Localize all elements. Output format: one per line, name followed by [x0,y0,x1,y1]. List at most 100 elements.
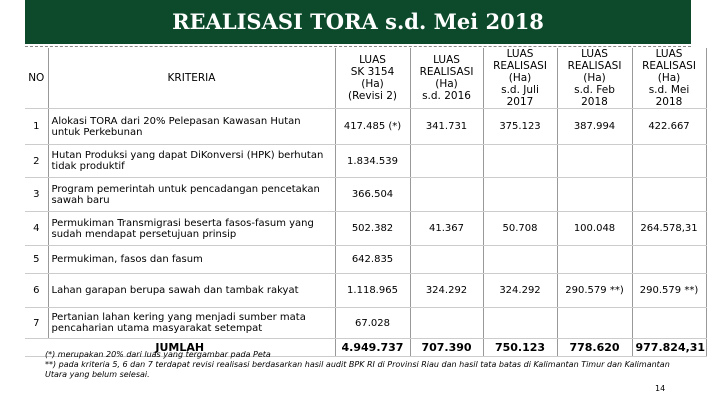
header-cell: LUAS REALISASI (Ha) s.d. Feb 2018 [557,48,633,109]
value-cell [632,144,707,178]
value-cell: 366.504 [335,177,411,212]
value-cell: 290.579 **) [557,273,633,308]
table-row: 7 Pertanian lahan kering yang menjadi sum… [25,307,707,339]
header-line: REALISASI [493,60,547,72]
total-value: 4.949.737 [335,338,411,357]
value-cell [483,144,558,178]
value-cell: 417.485 (*) [335,108,411,145]
header-line: s.d. Feb 2018 [574,84,615,108]
criteria-cell: Permukiman, fasos dan fasum [48,245,336,274]
table-row: 1 Alokasi TORA dari 20% Pelepasan Kawasan… [25,108,707,145]
value-cell [632,177,707,212]
header-line: (Ha) [508,72,532,84]
criteria-cell: Pertanian lahan kering yang menjadi sumb… [48,307,336,339]
number-cell: 5 [25,245,49,274]
value-cell: 67.028 [335,307,411,339]
value-cell: 642.835 [335,245,411,274]
value-cell [483,245,558,274]
number-cell: 7 [25,307,49,339]
header-line: LUAS [506,48,534,60]
value-cell [410,307,484,339]
header-line: KRITERIA [167,72,216,84]
footnote: **) pada kriteria 5, 6 dan 7 terdapat re… [45,360,670,379]
header-line: (Ha) [657,72,681,84]
table-row: 5 Permukiman, fasos dan fasum 642.835 [25,245,707,274]
header-line: LUAS [359,54,386,66]
value-cell: 422.667 [632,108,707,145]
table: NO KRITERIA LUAS SK 3154 (Ha) (Revisi 2) LUAS R… [25,48,707,357]
header-cell: LUAS REALISASI (Ha) s.d. Mei 2018 [632,48,707,109]
table-row: 6 Lahan garapan berupa sawah dan tambak r… [25,273,707,308]
header-line: REALISASI [419,66,474,78]
footnote: (*) merupakan 20% dari luas yang tergamb… [45,350,271,359]
criteria-cell: Hutan Produksi yang dapat DiKonversi (HP… [48,144,336,178]
header-line: (Ha) [583,72,606,84]
value-cell [557,144,633,178]
header-line: NO [28,72,45,84]
value-cell: 387.994 [557,108,633,145]
divider [25,46,691,47]
header-line: s.d. Mei 2018 [648,84,690,108]
value-cell [557,177,633,212]
value-cell [557,307,633,339]
criteria-cell: Program pemerintah untuk pencadangan pen… [48,177,336,212]
table-body: 1 Alokasi TORA dari 20% Pelepasan Kawasan… [25,108,707,357]
footnotes: (*) merupakan 20% dari luas yang tergamb… [45,350,685,380]
page-number: 14 [655,384,666,393]
value-cell [483,177,558,212]
total-value: 977.824,31 [632,338,707,357]
value-cell: 324.292 [483,273,558,308]
header-line: REALISASI [567,60,622,72]
header-line: s.d. Juli 2017 [501,84,539,108]
table-row: 2 Hutan Produksi yang dapat DiKonversi (H… [25,144,707,178]
value-cell: 41.367 [410,211,484,246]
header-cell: LUAS REALISASI (Ha) s.d. 2016 [410,48,484,109]
value-cell [632,245,707,274]
value-cell: 264.578,31 [632,211,707,246]
value-cell [632,307,707,339]
total-row: JUMLAH 4.949.737 707.390 750.123 778.620 977.… [25,338,707,357]
header-line: LUAS [433,54,460,66]
title: REALISASI TORA s.d. Mei 2018 [25,0,691,44]
header-line: s.d. 2016 [422,90,471,102]
value-cell: 50.708 [483,211,558,246]
header-row: NO KRITERIA LUAS SK 3154 (Ha) (Revisi 2) LUAS R… [25,48,707,109]
criteria-cell: Lahan garapan berupa sawah dan tambak ra… [48,273,336,308]
header-cell: KRITERIA [48,48,336,109]
number-cell: 3 [25,177,49,212]
header-line: LUAS [581,48,608,60]
number-cell: 4 [25,211,49,246]
total-value: 778.620 [557,338,633,357]
value-cell [410,177,484,212]
value-cell: 375.123 [483,108,558,145]
header-line: LUAS [655,48,683,60]
criteria-cell: Permukiman Transmigrasi beserta fasos-fa… [48,211,336,246]
total-value: 750.123 [483,338,558,357]
header-line: REALISASI [642,60,696,72]
value-cell: 324.292 [410,273,484,308]
value-cell: 290.579 **) [632,273,707,308]
value-cell: 1.834.539 [335,144,411,178]
value-cell: 100.048 [557,211,633,246]
number-cell: 6 [25,273,49,308]
criteria-cell: Alokasi TORA dari 20% Pelepasan Kawasan … [48,108,336,145]
table-row: 4 Permukiman Transmigrasi beserta fasos-f… [25,211,707,246]
value-cell [557,245,633,274]
header-line: (Ha) [435,78,458,90]
number-cell: 1 [25,108,49,145]
header-line: (Ha) [361,78,384,90]
header-line: SK 3154 [350,66,395,78]
total-value: 707.390 [410,338,484,357]
number-cell: 2 [25,144,49,178]
header-cell: LUAS SK 3154 (Ha) (Revisi 2) [335,48,411,109]
header-cell: LUAS REALISASI (Ha) s.d. Juli 2017 [483,48,558,109]
value-cell: 502.382 [335,211,411,246]
header-cell: NO [25,48,49,109]
value-cell: 341.731 [410,108,484,145]
table-row: 3 Program pemerintah untuk pencadangan pe… [25,177,707,212]
value-cell: 1.118.965 [335,273,411,308]
value-cell [483,307,558,339]
total-label: JUMLAH [25,338,336,357]
header-line: (Revisi 2) [347,90,397,102]
